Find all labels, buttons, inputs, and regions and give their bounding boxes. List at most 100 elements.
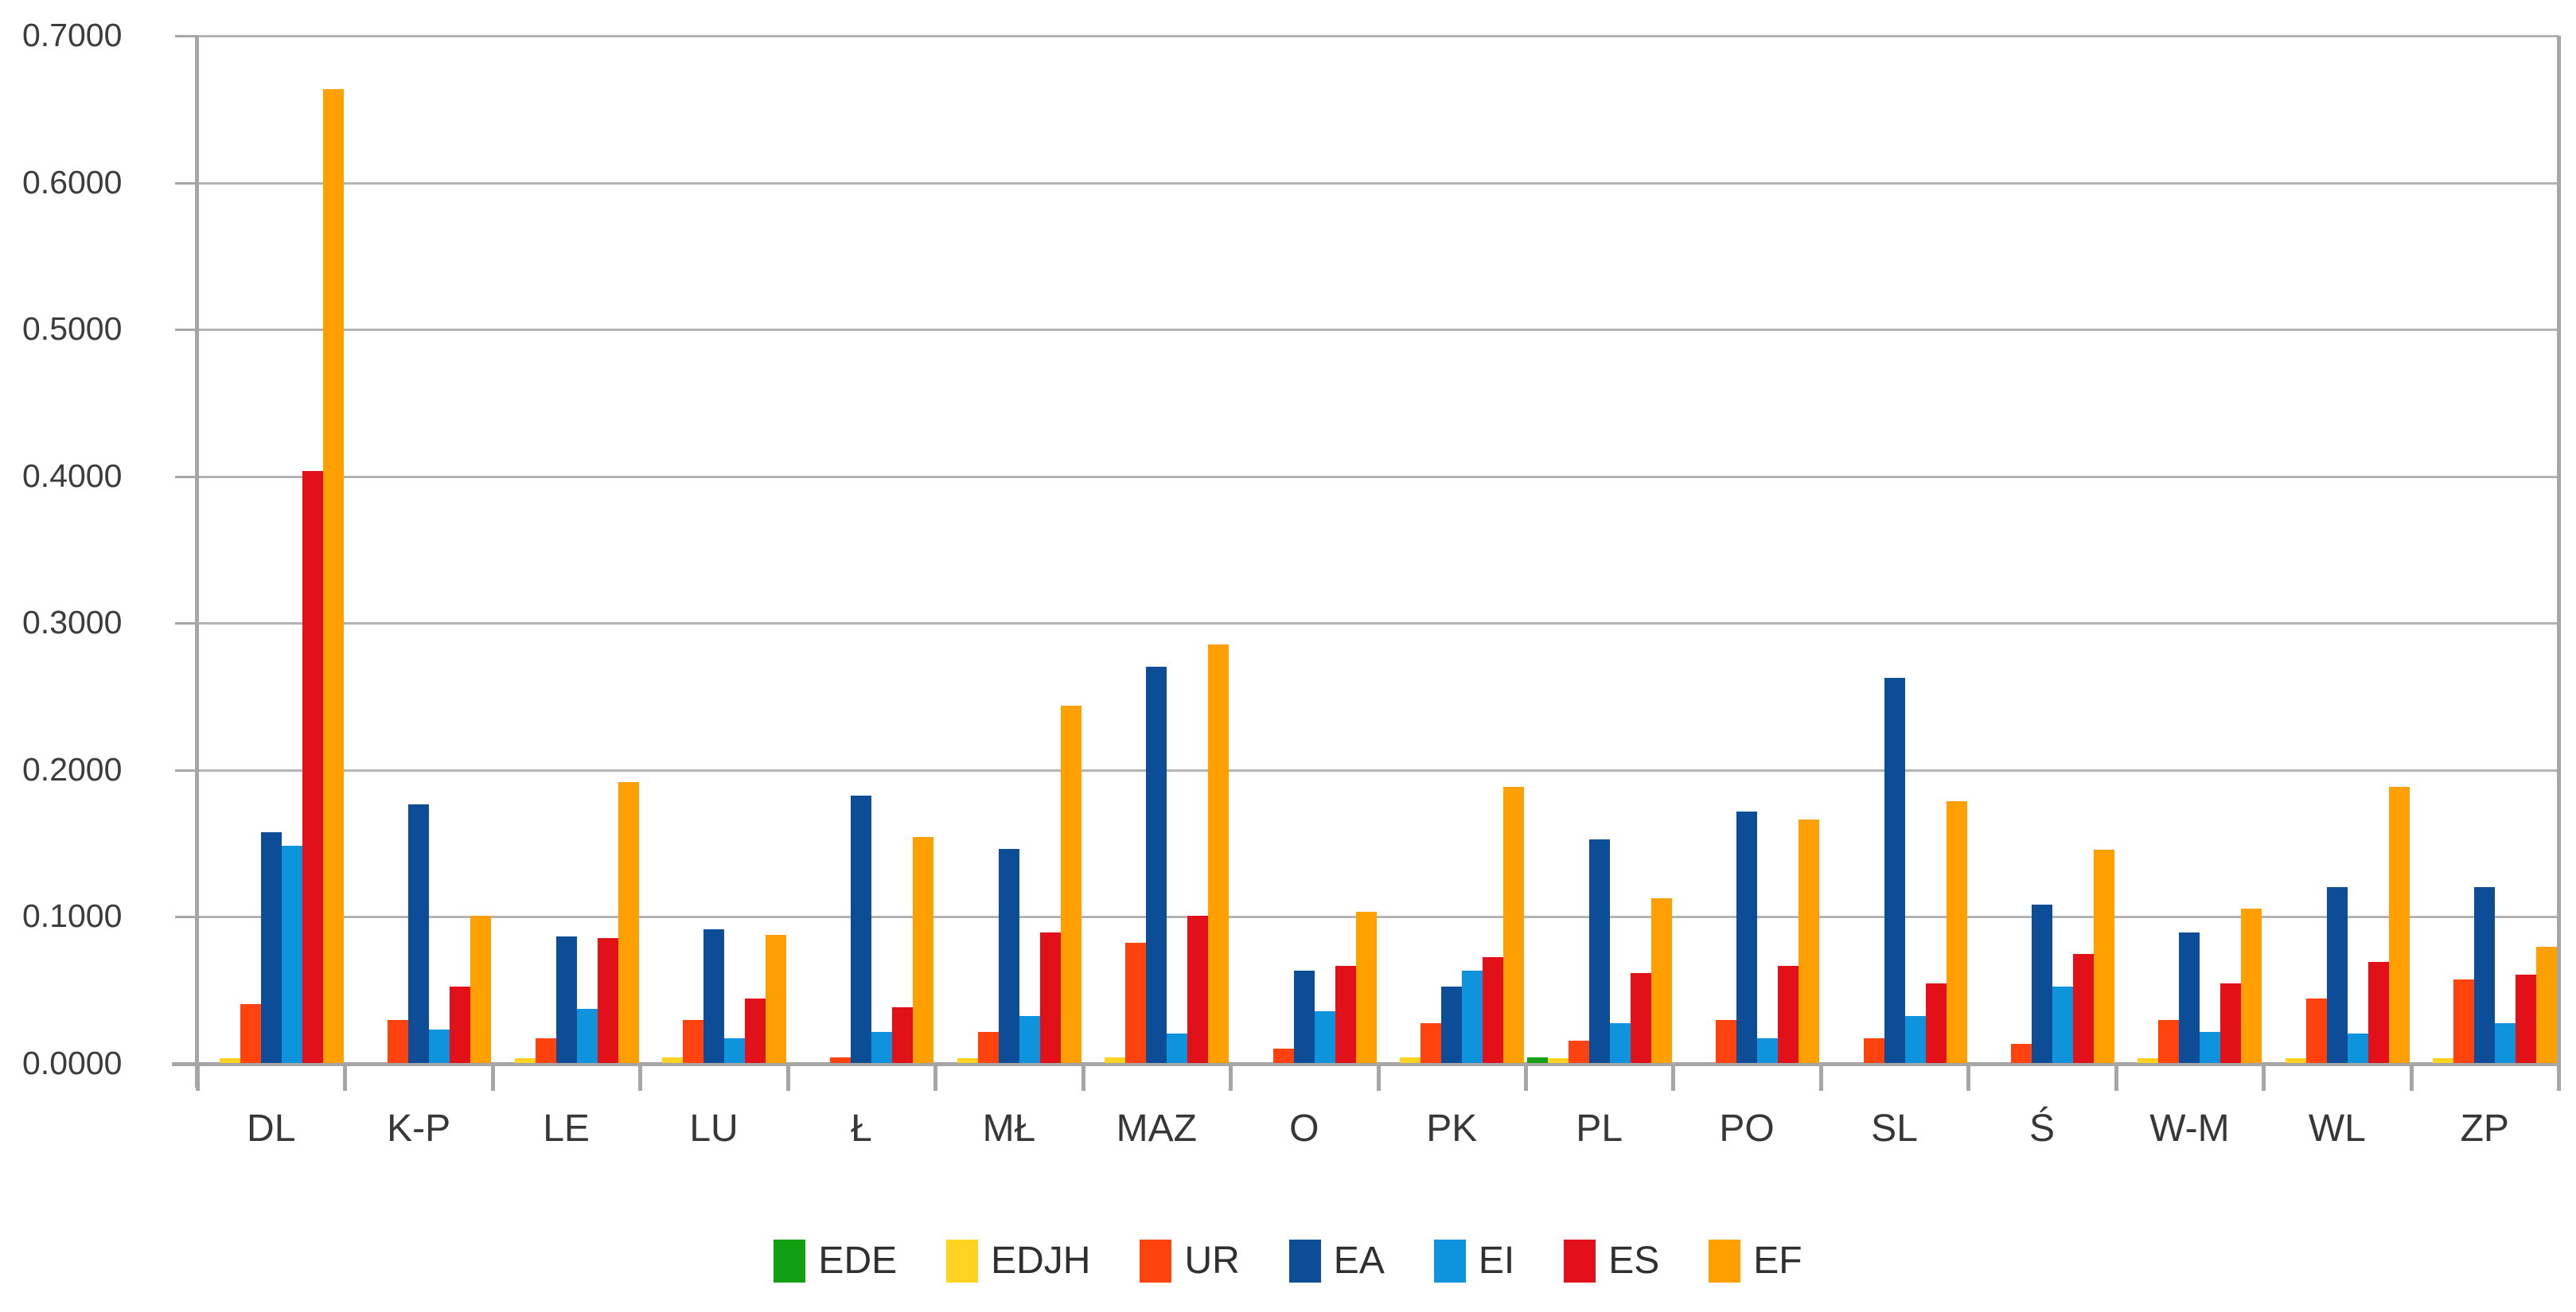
x-axis-tick — [1818, 1064, 1823, 1091]
x-axis-tick — [933, 1064, 938, 1091]
x-axis-tick — [1523, 1064, 1528, 1091]
x-category-label: ZP — [2460, 1108, 2509, 1150]
y-axis-tick-label: 0.4000 — [22, 457, 123, 494]
bar-EA-SL — [1884, 678, 1905, 1063]
y-axis-tick-label: 0.1000 — [22, 897, 123, 935]
bar-EA-DL — [261, 832, 282, 1063]
bar-EF-Ł — [913, 837, 933, 1063]
legend-item-UR: UR — [1140, 1240, 1240, 1283]
x-axis-tick — [2262, 1064, 2266, 1091]
x-axis-tick — [1966, 1064, 1971, 1091]
x-category-label: WL — [2308, 1108, 2366, 1150]
bar-EA-K-P — [408, 804, 429, 1063]
bar-ES-O — [1335, 966, 1356, 1063]
gridline — [197, 916, 2558, 919]
legend-item-EA: EA — [1288, 1240, 1385, 1283]
bar-ES-Ś — [2073, 954, 2094, 1063]
bar-EI-Ł — [871, 1032, 892, 1063]
bar-EF-PL — [1651, 898, 1672, 1063]
legend-swatch-EF — [1709, 1240, 1741, 1283]
bar-EF-ZP — [2536, 947, 2557, 1063]
x-category-label: SL — [1871, 1108, 1918, 1150]
bar-EI-O — [1315, 1011, 1335, 1063]
legend-swatch-EDJH — [946, 1240, 979, 1283]
y-axis-tick — [175, 916, 197, 919]
bar-EDJH-MŁ — [957, 1058, 978, 1063]
x-category-label: Ś — [2028, 1108, 2055, 1150]
legend-label-EDE: EDE — [818, 1240, 898, 1282]
bar-EF-Ś — [2094, 850, 2114, 1063]
gridline — [197, 35, 2558, 37]
x-category-label: MAZ — [1116, 1108, 1197, 1150]
x-axis-tick — [638, 1064, 643, 1091]
bar-ES-DL — [302, 471, 323, 1063]
bar-EA-Ś — [2032, 905, 2052, 1063]
x-category-label: Ł — [851, 1108, 872, 1150]
y-axis-tick-label: 0.7000 — [22, 17, 123, 53]
plot-right-border — [2557, 36, 2561, 1088]
legend-label-EF: EF — [1753, 1240, 1802, 1282]
bar-ES-WL — [2368, 962, 2389, 1063]
y-axis-tick-label: 0.3000 — [22, 604, 123, 641]
bar-EI-WL — [2348, 1034, 2368, 1063]
bar-EDJH-PL — [1548, 1058, 1569, 1063]
x-category-label: PL — [1576, 1108, 1623, 1150]
bar-ES-ZP — [2516, 975, 2536, 1063]
bar-ES-LE — [598, 938, 618, 1063]
bar-ES-PO — [1778, 966, 1799, 1063]
bar-EI-MAZ — [1167, 1034, 1187, 1063]
x-category-label: DL — [247, 1108, 296, 1150]
gridline — [197, 181, 2558, 185]
bar-UR-MAZ — [1125, 943, 1146, 1063]
bar-EF-LE — [618, 782, 639, 1063]
bar-EF-W-M — [2241, 909, 2262, 1063]
x-axis-tick — [1229, 1064, 1233, 1091]
bar-EDJH-MAZ — [1105, 1057, 1125, 1063]
legend-label-EDJH: EDJH — [991, 1240, 1091, 1282]
bar-UR-DL — [240, 1004, 261, 1063]
bar-EF-O — [1356, 912, 1377, 1063]
bar-EA-Ł — [851, 796, 871, 1063]
y-axis-line — [195, 36, 199, 1088]
bar-UR-LU — [683, 1020, 703, 1063]
gridline — [197, 622, 2558, 625]
x-axis-tick — [785, 1064, 790, 1091]
bar-EI-K-P — [429, 1030, 450, 1063]
bar-UR-K-P — [388, 1020, 408, 1063]
x-category-label: K-P — [387, 1108, 451, 1150]
bar-UR-W-M — [2158, 1020, 2179, 1063]
bar-EF-SL — [1947, 801, 1967, 1063]
x-axis-tick — [2409, 1064, 2414, 1091]
x-axis-tick — [1376, 1064, 1381, 1091]
legend-item-EI: EI — [1433, 1240, 1515, 1283]
bar-EF-LU — [766, 935, 786, 1063]
bar-UR-Ś — [2011, 1044, 2032, 1063]
bar-EI-ZP — [2495, 1023, 2516, 1063]
legend-item-EDJH: EDJH — [946, 1240, 1090, 1283]
bar-EF-MŁ — [1061, 706, 1081, 1063]
bar-EA-PK — [1441, 987, 1462, 1063]
legend-swatch-UR — [1140, 1240, 1172, 1283]
legend-item-EDE: EDE — [774, 1240, 897, 1283]
gridline — [197, 329, 2558, 332]
y-axis-tick-label: 0.2000 — [22, 750, 123, 788]
bar-EDJH-LE — [515, 1058, 536, 1063]
legend-label-EI: EI — [1478, 1240, 1515, 1282]
legend: EDE EDJH UR EA EI ES EF — [0, 1229, 2576, 1293]
bar-UR-Ł — [830, 1057, 851, 1063]
legend-label-UR: UR — [1184, 1240, 1240, 1282]
legend-swatch-ES — [1564, 1240, 1596, 1283]
bar-EA-MŁ — [999, 849, 1019, 1063]
gridline — [197, 475, 2558, 478]
bar-ES-LU — [745, 999, 766, 1063]
y-axis-tick-label: 0.6000 — [22, 163, 123, 200]
bar-EI-LU — [724, 1038, 745, 1063]
bar-EA-MAZ — [1146, 667, 1167, 1063]
x-axis-line — [172, 1062, 2560, 1066]
x-axis-tick — [196, 1064, 200, 1091]
x-axis-tick — [2114, 1064, 2118, 1091]
y-axis-tick — [175, 769, 197, 772]
x-category-label: W-M — [2149, 1108, 2230, 1150]
